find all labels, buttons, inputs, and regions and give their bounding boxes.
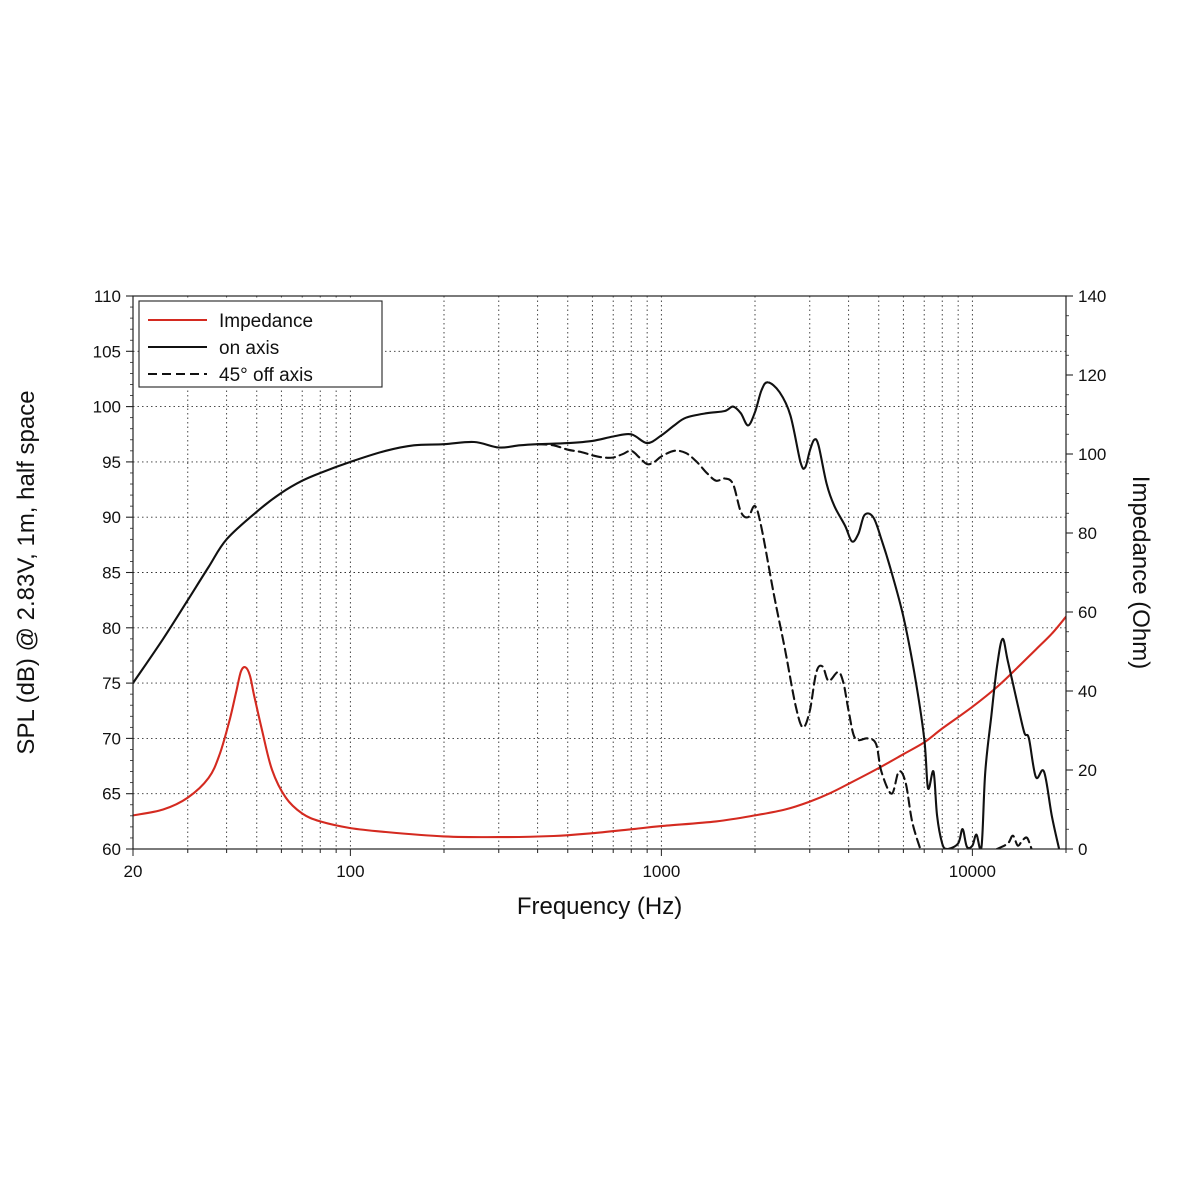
y2-axis-title: Impedance (Ohm) (1127, 476, 1154, 669)
y2-tick-label: 100 (1078, 445, 1106, 464)
legend-label: on axis (219, 338, 279, 359)
series-line-impedance (133, 615, 1066, 839)
y2-tick-label: 140 (1078, 287, 1106, 306)
legend-label: Impedance (219, 311, 313, 332)
y-tick-label: 100 (93, 398, 121, 417)
y-tick-label: 70 (102, 729, 121, 748)
y2-tick-label: 0 (1078, 840, 1087, 859)
y-tick-label: 85 (102, 564, 121, 583)
plot-frame (132, 295, 1067, 850)
y-tick-label: 75 (102, 674, 121, 693)
legend-label: 45° off axis (219, 365, 313, 386)
series-line-45-off-axis (536, 443, 922, 849)
x-tick-label: 1000 (642, 862, 680, 881)
x-tick-label: 20 (124, 862, 143, 881)
series-layer (133, 381, 1066, 849)
y-tick-label: 65 (102, 785, 121, 804)
y-axis-title: SPL (dB) @ 2.83V, 1m, half space (13, 390, 40, 754)
y-tick-label: 110 (94, 287, 121, 306)
y-tick-label: 95 (102, 453, 121, 472)
legend: Impedance on axis 45° off axis (138, 300, 383, 388)
y2-tick-label: 80 (1078, 524, 1097, 543)
series-line-45-off-axis-tail (995, 834, 1033, 849)
legend-box (138, 300, 383, 388)
x-tick-label: 100 (336, 862, 364, 881)
y-tick-label: 60 (102, 840, 121, 859)
tick-labels: 20 100 1000 10000 60 65 70 75 80 85 90 95 100 105 110 0… (93, 287, 1107, 881)
x-axis-title: Frequency (Hz) (517, 893, 682, 920)
y-tick-label: 105 (93, 342, 121, 361)
y2-tick-label: 120 (1078, 366, 1106, 385)
y-tick-label: 90 (102, 508, 121, 527)
series-line-on-axis (133, 381, 1061, 849)
y-tick-label: 80 (102, 619, 121, 638)
y2-tick-label: 20 (1078, 761, 1097, 780)
y2-tick-label: 40 (1078, 682, 1097, 701)
x-tick-label: 10000 (949, 862, 996, 881)
y2-tick-label: 60 (1078, 603, 1097, 622)
